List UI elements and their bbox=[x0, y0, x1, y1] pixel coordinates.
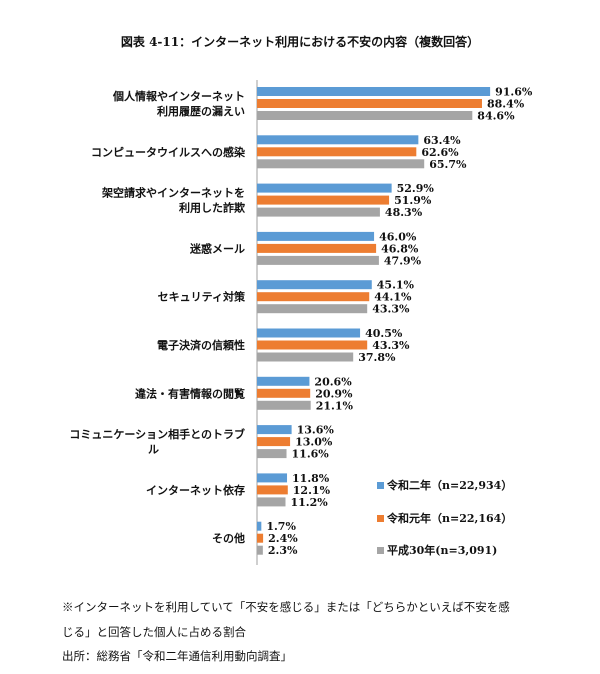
bar bbox=[257, 255, 379, 265]
data-label: 46.8% bbox=[381, 242, 419, 255]
chart-title: 図表 4-11：インターネット利用における不安の内容（複数回答） bbox=[120, 35, 480, 49]
bar bbox=[257, 449, 287, 459]
data-label: 84.6% bbox=[477, 110, 515, 123]
data-label: 21.1% bbox=[316, 399, 354, 412]
data-label: 20.9% bbox=[315, 387, 353, 400]
data-label: 65.7% bbox=[429, 158, 467, 171]
legend-swatch bbox=[377, 515, 384, 522]
category-label: その他 bbox=[212, 531, 245, 545]
bar bbox=[257, 521, 262, 531]
category-label: インターネット依存 bbox=[146, 483, 245, 497]
data-label: 40.5% bbox=[365, 327, 403, 340]
bar bbox=[257, 400, 311, 410]
bar bbox=[257, 99, 482, 108]
category-label: コンピュータウイルスへの感染 bbox=[91, 145, 246, 159]
data-label: 2.3% bbox=[268, 544, 298, 557]
bar bbox=[257, 388, 311, 398]
data-label: 46.0% bbox=[379, 230, 417, 243]
legend-label: 令和元年（n=22,164） bbox=[386, 511, 512, 525]
footnote-line-1: ※インターネットを利用していて「不安を感じる」または「どちらかといえば不安を感 bbox=[62, 600, 510, 614]
legend-swatch bbox=[377, 547, 384, 554]
data-label: 51.9% bbox=[394, 194, 432, 207]
footnote-line-2: じる」と回答した個人に占める割合 bbox=[62, 625, 246, 639]
bar bbox=[257, 533, 264, 543]
data-label: 13.6% bbox=[297, 424, 335, 437]
data-label: 43.3% bbox=[372, 339, 410, 352]
bar bbox=[257, 231, 375, 241]
bar bbox=[257, 147, 417, 157]
data-label: 43.3% bbox=[372, 303, 410, 316]
data-label: 12.1% bbox=[293, 484, 331, 497]
source-note: 出所：総務省「令和二年通信利用動向調査」 bbox=[62, 649, 292, 663]
category-label: 違法・有害情報の閲覧 bbox=[135, 386, 245, 400]
data-label: 11.6% bbox=[292, 448, 330, 461]
bar bbox=[257, 485, 288, 495]
data-label: 91.6% bbox=[495, 86, 533, 99]
category-label: 利用履歴の漏えい bbox=[157, 104, 245, 118]
category-label: 架空請求やインターネットを bbox=[101, 186, 245, 200]
data-label: 63.4% bbox=[423, 134, 461, 147]
bar bbox=[257, 473, 288, 483]
data-label: 2.4% bbox=[268, 532, 298, 545]
legend-label: 令和二年（n=22,934） bbox=[386, 478, 512, 492]
bar bbox=[257, 159, 425, 169]
category-label: 利用した詐欺 bbox=[179, 201, 245, 215]
bar bbox=[257, 437, 291, 447]
data-label: 44.1% bbox=[374, 291, 412, 304]
bar bbox=[257, 243, 377, 253]
data-label: 37.8% bbox=[358, 351, 396, 364]
data-label: 45.1% bbox=[377, 279, 415, 292]
bar bbox=[257, 280, 372, 290]
data-label: 13.0% bbox=[295, 436, 333, 449]
category-label: 迷惑メール bbox=[189, 241, 245, 255]
data-label: 88.4% bbox=[487, 98, 525, 111]
data-label: 47.9% bbox=[384, 254, 422, 267]
bar bbox=[257, 135, 419, 145]
data-label: 52.9% bbox=[397, 182, 435, 195]
category-label: 個人情報やインターネット bbox=[112, 89, 245, 103]
bar bbox=[257, 207, 380, 217]
bar bbox=[257, 340, 368, 350]
legend-swatch bbox=[377, 482, 384, 489]
bar bbox=[257, 195, 390, 205]
bar bbox=[257, 304, 368, 314]
bar bbox=[257, 376, 310, 386]
data-label: 62.6% bbox=[421, 146, 459, 159]
bar bbox=[257, 425, 292, 435]
data-label: 1.7% bbox=[266, 520, 296, 533]
bar bbox=[257, 87, 491, 96]
bar bbox=[257, 352, 354, 362]
bar bbox=[257, 111, 473, 120]
data-label: 11.8% bbox=[292, 472, 330, 485]
legend-label: 平成30年(n=3,091) bbox=[387, 543, 497, 557]
bar bbox=[257, 497, 286, 507]
category-label: コミュニケーション相手とのトラブ bbox=[69, 427, 245, 441]
bar bbox=[257, 545, 263, 555]
category-label: 電子決済の信頼性 bbox=[157, 338, 245, 352]
data-label: 48.3% bbox=[385, 206, 423, 219]
bar bbox=[257, 183, 392, 193]
category-label: セキュリティ対策 bbox=[158, 290, 246, 304]
data-label: 20.6% bbox=[314, 375, 352, 388]
bar bbox=[257, 292, 370, 302]
bar bbox=[257, 328, 361, 338]
category-label: ル bbox=[148, 443, 159, 456]
data-label: 11.2% bbox=[291, 496, 329, 509]
